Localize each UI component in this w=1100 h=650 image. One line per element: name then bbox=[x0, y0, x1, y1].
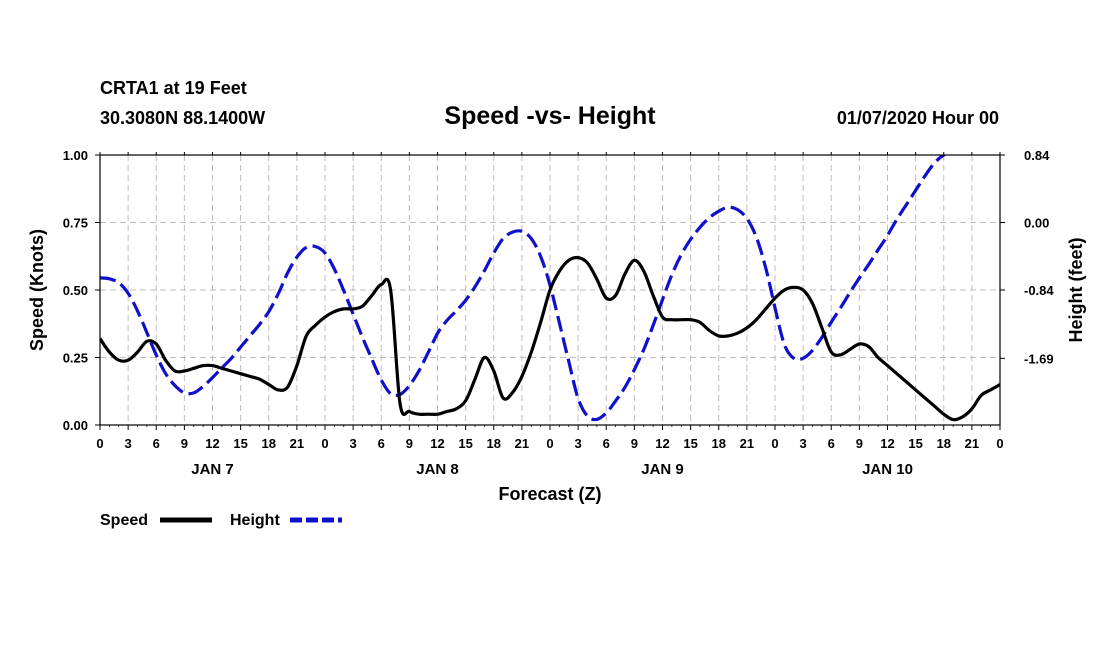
legend-speed-label: Speed bbox=[100, 512, 148, 529]
y-tick-label: 0.25 bbox=[63, 351, 88, 366]
x-tick-label: 3 bbox=[125, 436, 132, 451]
series-line-speed bbox=[100, 255, 1000, 422]
station-name: CRTA1 at 19 Feet bbox=[100, 78, 247, 98]
x-tick-label: 18 bbox=[262, 436, 276, 451]
y-axis-label: Speed (Knots) bbox=[27, 229, 47, 351]
x-tick-label: 18 bbox=[937, 436, 951, 451]
legend: Speed Height bbox=[100, 512, 342, 529]
station-location: 30.3080N 88.1400W bbox=[100, 108, 265, 128]
x-tick-label: 21 bbox=[740, 436, 754, 451]
day-label: JAN 8 bbox=[416, 461, 459, 478]
x-tick-label: 21 bbox=[290, 436, 304, 451]
forecast-date: 01/07/2020 Hour 00 bbox=[837, 108, 999, 128]
x-tick-label: 9 bbox=[856, 436, 863, 451]
y2-tick-label: -0.84 bbox=[1024, 283, 1054, 298]
x-tick-label: 9 bbox=[631, 436, 638, 451]
x-tick-label: 0 bbox=[996, 436, 1003, 451]
x-tick-label: 15 bbox=[683, 436, 697, 451]
x-tick-label: 18 bbox=[487, 436, 501, 451]
x-tick-label: 21 bbox=[515, 436, 529, 451]
x-tick-label: 6 bbox=[153, 436, 160, 451]
y-tick-label: 0.00 bbox=[63, 418, 88, 433]
x-tick-label: 3 bbox=[575, 436, 582, 451]
x-tick-label: 9 bbox=[406, 436, 413, 451]
x-tick-label: 3 bbox=[350, 436, 357, 451]
x-tick-label: 0 bbox=[771, 436, 778, 451]
day-label: JAN 10 bbox=[862, 461, 913, 478]
x-tick-label: 9 bbox=[181, 436, 188, 451]
x-tick-label: 6 bbox=[378, 436, 385, 451]
x-tick-label: 12 bbox=[430, 436, 444, 451]
x-tick-label: 0 bbox=[96, 436, 103, 451]
x-tick-label: 6 bbox=[603, 436, 610, 451]
day-label: JAN 9 bbox=[641, 461, 684, 478]
x-tick-label: 0 bbox=[321, 436, 328, 451]
x-tick-label: 12 bbox=[880, 436, 894, 451]
x-tick-label: 15 bbox=[233, 436, 247, 451]
ticks: 0 3 6 9 12 15 18 21 0 3 6 9 12 15 18 21 0 3 6 9 12 15 18 21 0 3 6 9… bbox=[63, 148, 1055, 478]
y-tick-label: 1.00 bbox=[63, 148, 88, 163]
series-line-height bbox=[100, 155, 948, 422]
y-tick-label: 0.75 bbox=[63, 216, 88, 231]
y2-tick-label: 0.84 bbox=[1024, 148, 1050, 163]
y2-axis-label: Height (feet) bbox=[1066, 238, 1086, 343]
chart-title: Speed -vs- Height bbox=[444, 102, 656, 130]
y-tick-label: 0.50 bbox=[63, 283, 88, 298]
x-tick-label: 6 bbox=[828, 436, 835, 451]
x-tick-label: 12 bbox=[655, 436, 669, 451]
legend-height-label: Height bbox=[230, 512, 280, 529]
x-axis-label: Forecast (Z) bbox=[498, 484, 601, 504]
x-tick-label: 21 bbox=[965, 436, 979, 451]
x-tick-label: 0 bbox=[546, 436, 553, 451]
day-label: JAN 7 bbox=[191, 461, 234, 478]
x-tick-label: 3 bbox=[800, 436, 807, 451]
x-tick-label: 18 bbox=[712, 436, 726, 451]
x-tick-label: 15 bbox=[908, 436, 922, 451]
x-tick-label: 15 bbox=[458, 436, 472, 451]
y2-tick-label: -1.69 bbox=[1024, 351, 1054, 366]
y2-tick-label: 0.00 bbox=[1024, 216, 1049, 231]
series-layer bbox=[100, 155, 1000, 422]
x-tick-label: 12 bbox=[205, 436, 219, 451]
